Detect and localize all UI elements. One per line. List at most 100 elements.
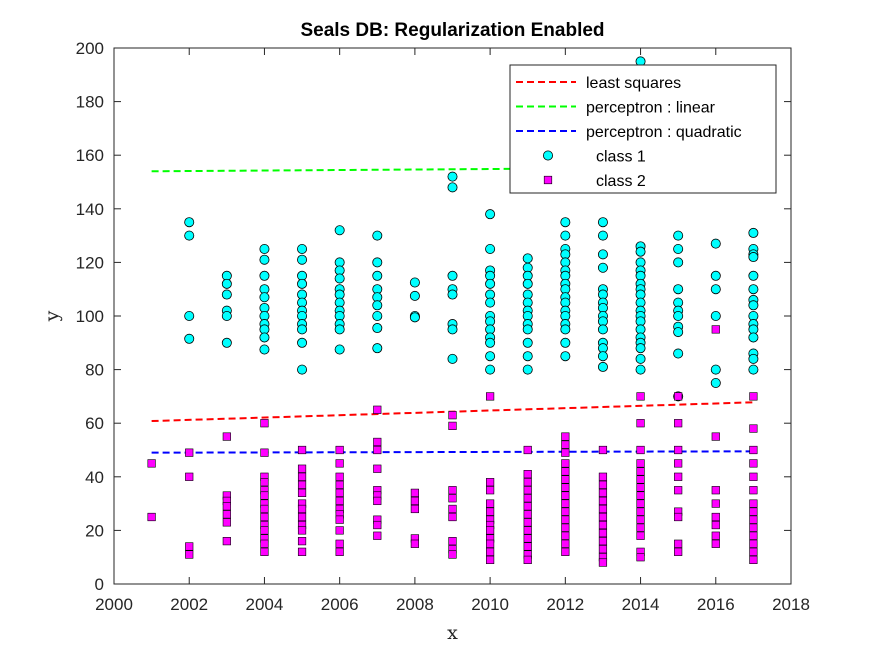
point-class-2 — [523, 494, 532, 503]
point-class-2 — [297, 480, 307, 489]
x-tick-label: 2004 — [246, 595, 284, 614]
point-class-2 — [185, 448, 194, 457]
point-class-1 — [372, 230, 383, 241]
y-tick-label: 200 — [76, 39, 104, 58]
point-class-2 — [486, 499, 495, 508]
point-class-1 — [184, 217, 195, 228]
point-class-2 — [335, 539, 344, 548]
point-class-2 — [373, 445, 382, 455]
point-class-2 — [448, 494, 457, 503]
point-class-2 — [486, 547, 495, 556]
point-class-1 — [447, 289, 458, 300]
point-class-1 — [447, 182, 458, 193]
legend-marker-swatch — [543, 150, 554, 161]
point-class-2 — [486, 526, 495, 535]
point-class-1 — [221, 337, 232, 348]
point-class-1 — [372, 343, 383, 354]
legend-box — [509, 64, 777, 194]
point-class-2 — [749, 499, 758, 508]
point-class-2 — [260, 504, 269, 514]
point-class-2 — [297, 526, 307, 535]
point-class-2 — [523, 542, 532, 551]
point-class-1 — [372, 270, 383, 281]
point-class-1 — [297, 254, 308, 265]
point-class-2 — [749, 472, 758, 481]
point-class-1 — [673, 348, 684, 359]
point-class-1 — [447, 270, 458, 281]
point-class-2 — [486, 539, 495, 548]
point-class-1 — [748, 284, 759, 295]
point-class-2 — [561, 539, 570, 548]
point-class-2 — [749, 547, 758, 556]
point-class-1 — [748, 353, 759, 364]
y-tick-label: 140 — [76, 200, 104, 219]
y-tick-label: 80 — [85, 361, 104, 380]
x-tick-label: 2002 — [170, 595, 208, 614]
point-class-1 — [485, 364, 496, 375]
point-class-1 — [597, 262, 608, 273]
point-class-1 — [259, 332, 270, 343]
point-class-2 — [448, 504, 457, 514]
point-class-2 — [636, 507, 645, 516]
point-class-1 — [259, 344, 270, 355]
point-class-1 — [673, 284, 684, 295]
x-tick-label: 2010 — [471, 595, 509, 614]
point-class-2 — [561, 499, 570, 508]
point-class-1 — [673, 257, 684, 268]
point-class-2 — [561, 507, 570, 516]
point-class-1 — [522, 364, 533, 375]
point-class-1 — [447, 324, 458, 335]
point-class-2 — [561, 432, 570, 441]
y-tick-label: 0 — [95, 575, 104, 594]
point-class-2 — [636, 515, 645, 524]
point-class-2 — [373, 437, 382, 447]
chart-title: Seals DB: Regularization Enabled — [300, 20, 604, 41]
point-class-2 — [260, 478, 269, 487]
point-class-2 — [711, 325, 720, 334]
x-tick-label: 2008 — [396, 595, 434, 614]
point-class-2 — [561, 440, 570, 449]
point-class-2 — [147, 459, 156, 468]
point-class-2 — [335, 472, 344, 481]
point-class-1 — [485, 243, 496, 254]
point-class-2 — [335, 526, 344, 535]
point-class-2 — [486, 507, 495, 516]
point-class-1 — [522, 324, 533, 335]
point-class-1 — [297, 324, 308, 335]
point-class-1 — [597, 217, 608, 228]
point-class-1 — [259, 254, 270, 265]
point-class-2 — [636, 499, 645, 508]
x-axis-label: x — [447, 622, 458, 644]
point-class-1 — [560, 217, 571, 228]
point-class-2 — [523, 502, 532, 511]
point-class-1 — [485, 351, 496, 362]
point-class-2 — [749, 555, 758, 564]
y-tick-label: 100 — [76, 307, 104, 326]
point-class-1 — [748, 300, 759, 311]
legend-marker-swatch — [543, 175, 553, 185]
point-class-2 — [410, 504, 419, 514]
point-class-1 — [447, 353, 458, 364]
y-tick-label: 180 — [76, 93, 104, 112]
point-class-2 — [448, 512, 457, 522]
point-class-2 — [561, 523, 570, 532]
point-class-1 — [635, 246, 646, 257]
point-class-1 — [710, 364, 721, 375]
point-class-2 — [260, 512, 269, 522]
point-class-2 — [260, 448, 269, 457]
point-class-2 — [636, 475, 645, 484]
point-class-1 — [673, 230, 684, 241]
point-class-2 — [523, 510, 532, 519]
point-class-1 — [635, 353, 646, 364]
point-class-2 — [373, 531, 382, 540]
point-class-1 — [184, 230, 195, 241]
point-class-1 — [297, 337, 308, 348]
point-class-2 — [674, 445, 683, 455]
point-class-2 — [561, 459, 570, 468]
legend-label: perceptron : linear — [586, 100, 716, 117]
point-class-1 — [522, 337, 533, 348]
point-class-2 — [297, 464, 307, 473]
point-class-1 — [259, 270, 270, 281]
point-class-2 — [598, 512, 608, 522]
point-class-2 — [636, 483, 645, 492]
